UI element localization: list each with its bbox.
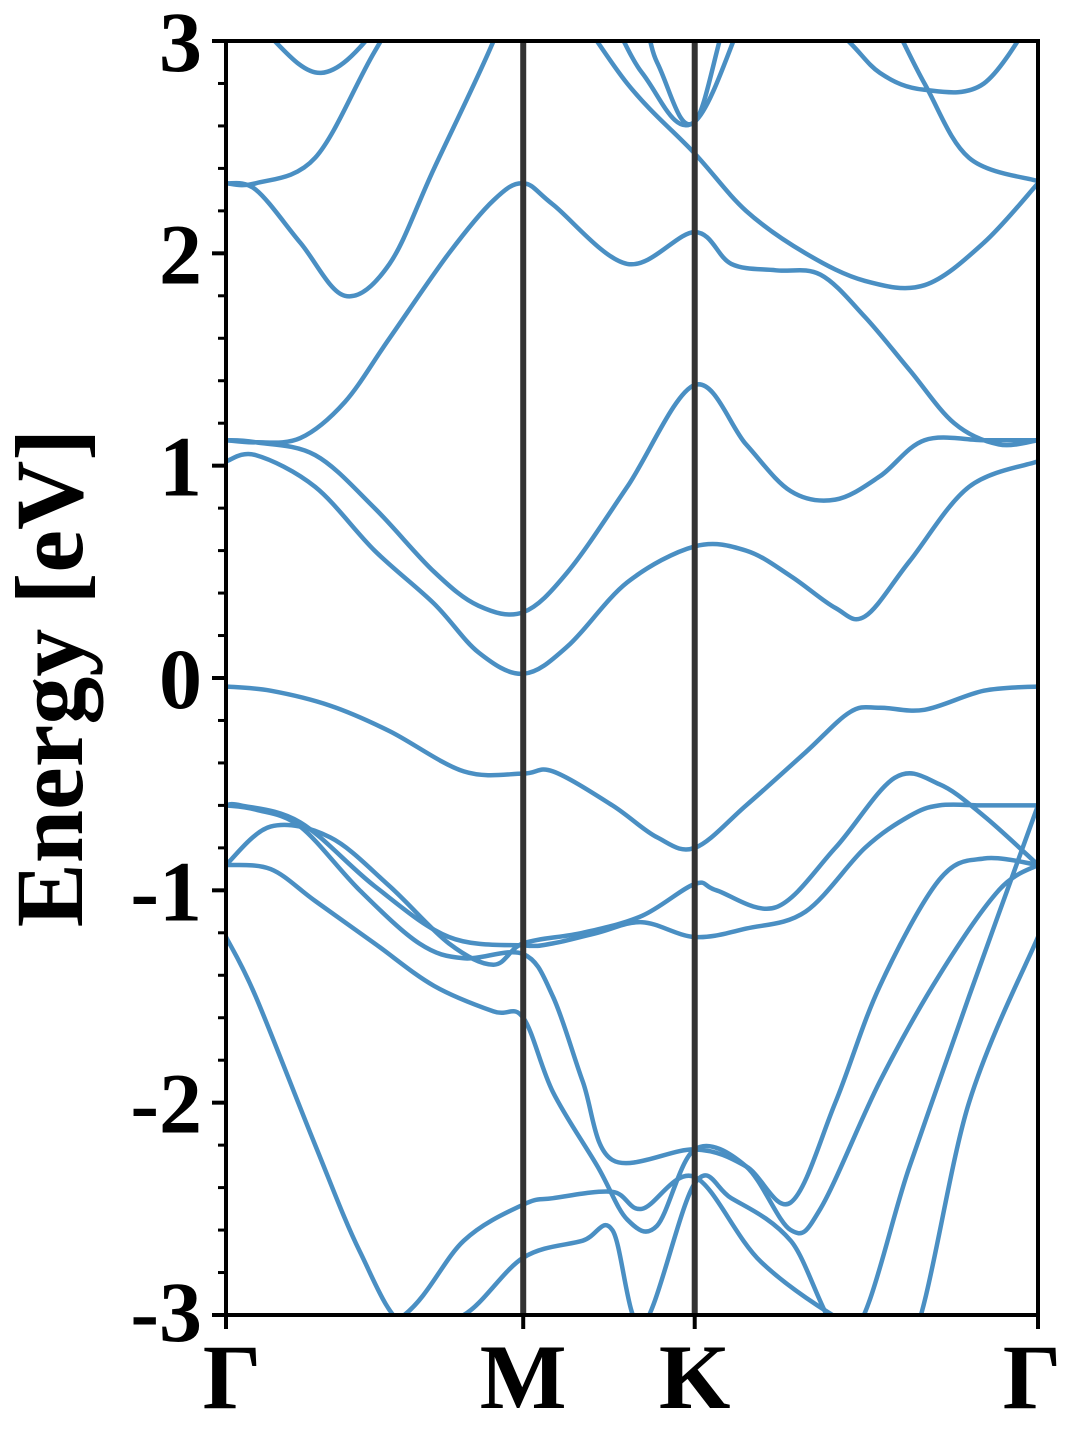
x-tick-label: M: [480, 1326, 567, 1428]
y-tick-label: -3: [130, 1264, 202, 1360]
band-line-10: [226, 181, 1038, 448]
y-tick-label: -2: [130, 1056, 202, 1152]
band-line-2: [226, 804, 1038, 1315]
x-tick-label: Γ: [1003, 1326, 1062, 1428]
band-line-4: [226, 803, 1038, 1207]
band-line-3: [226, 862, 1038, 1236]
y-tick-label: 3: [159, 0, 202, 90]
y-tick-label: -1: [130, 843, 202, 939]
band-line-5: [226, 771, 1038, 967]
band-line-7: [226, 684, 1038, 852]
y-tick-label: 1: [159, 419, 202, 515]
x-tick-label: K: [659, 1326, 731, 1428]
y-axis-label: Energy [eV]: [0, 429, 103, 928]
y-tick-label: 0: [159, 631, 202, 727]
y-axis-ticks: -3 -2 -1 0 1 2 3: [130, 0, 226, 1360]
band-line-9: [226, 382, 1038, 617]
band-line-11: [226, 41, 1038, 299]
k-point-lines: [520, 41, 698, 1315]
band-line-12: [226, 41, 1038, 188]
band-line-8: [226, 451, 1038, 677]
plot-frame: [224, 39, 1040, 1317]
y-tick-label: 2: [159, 206, 202, 302]
band-line-6: [226, 801, 1038, 949]
band-lines: [226, 41, 1038, 1315]
x-tick-label: Γ: [203, 1326, 262, 1428]
band-line-13: [271, 41, 1021, 127]
